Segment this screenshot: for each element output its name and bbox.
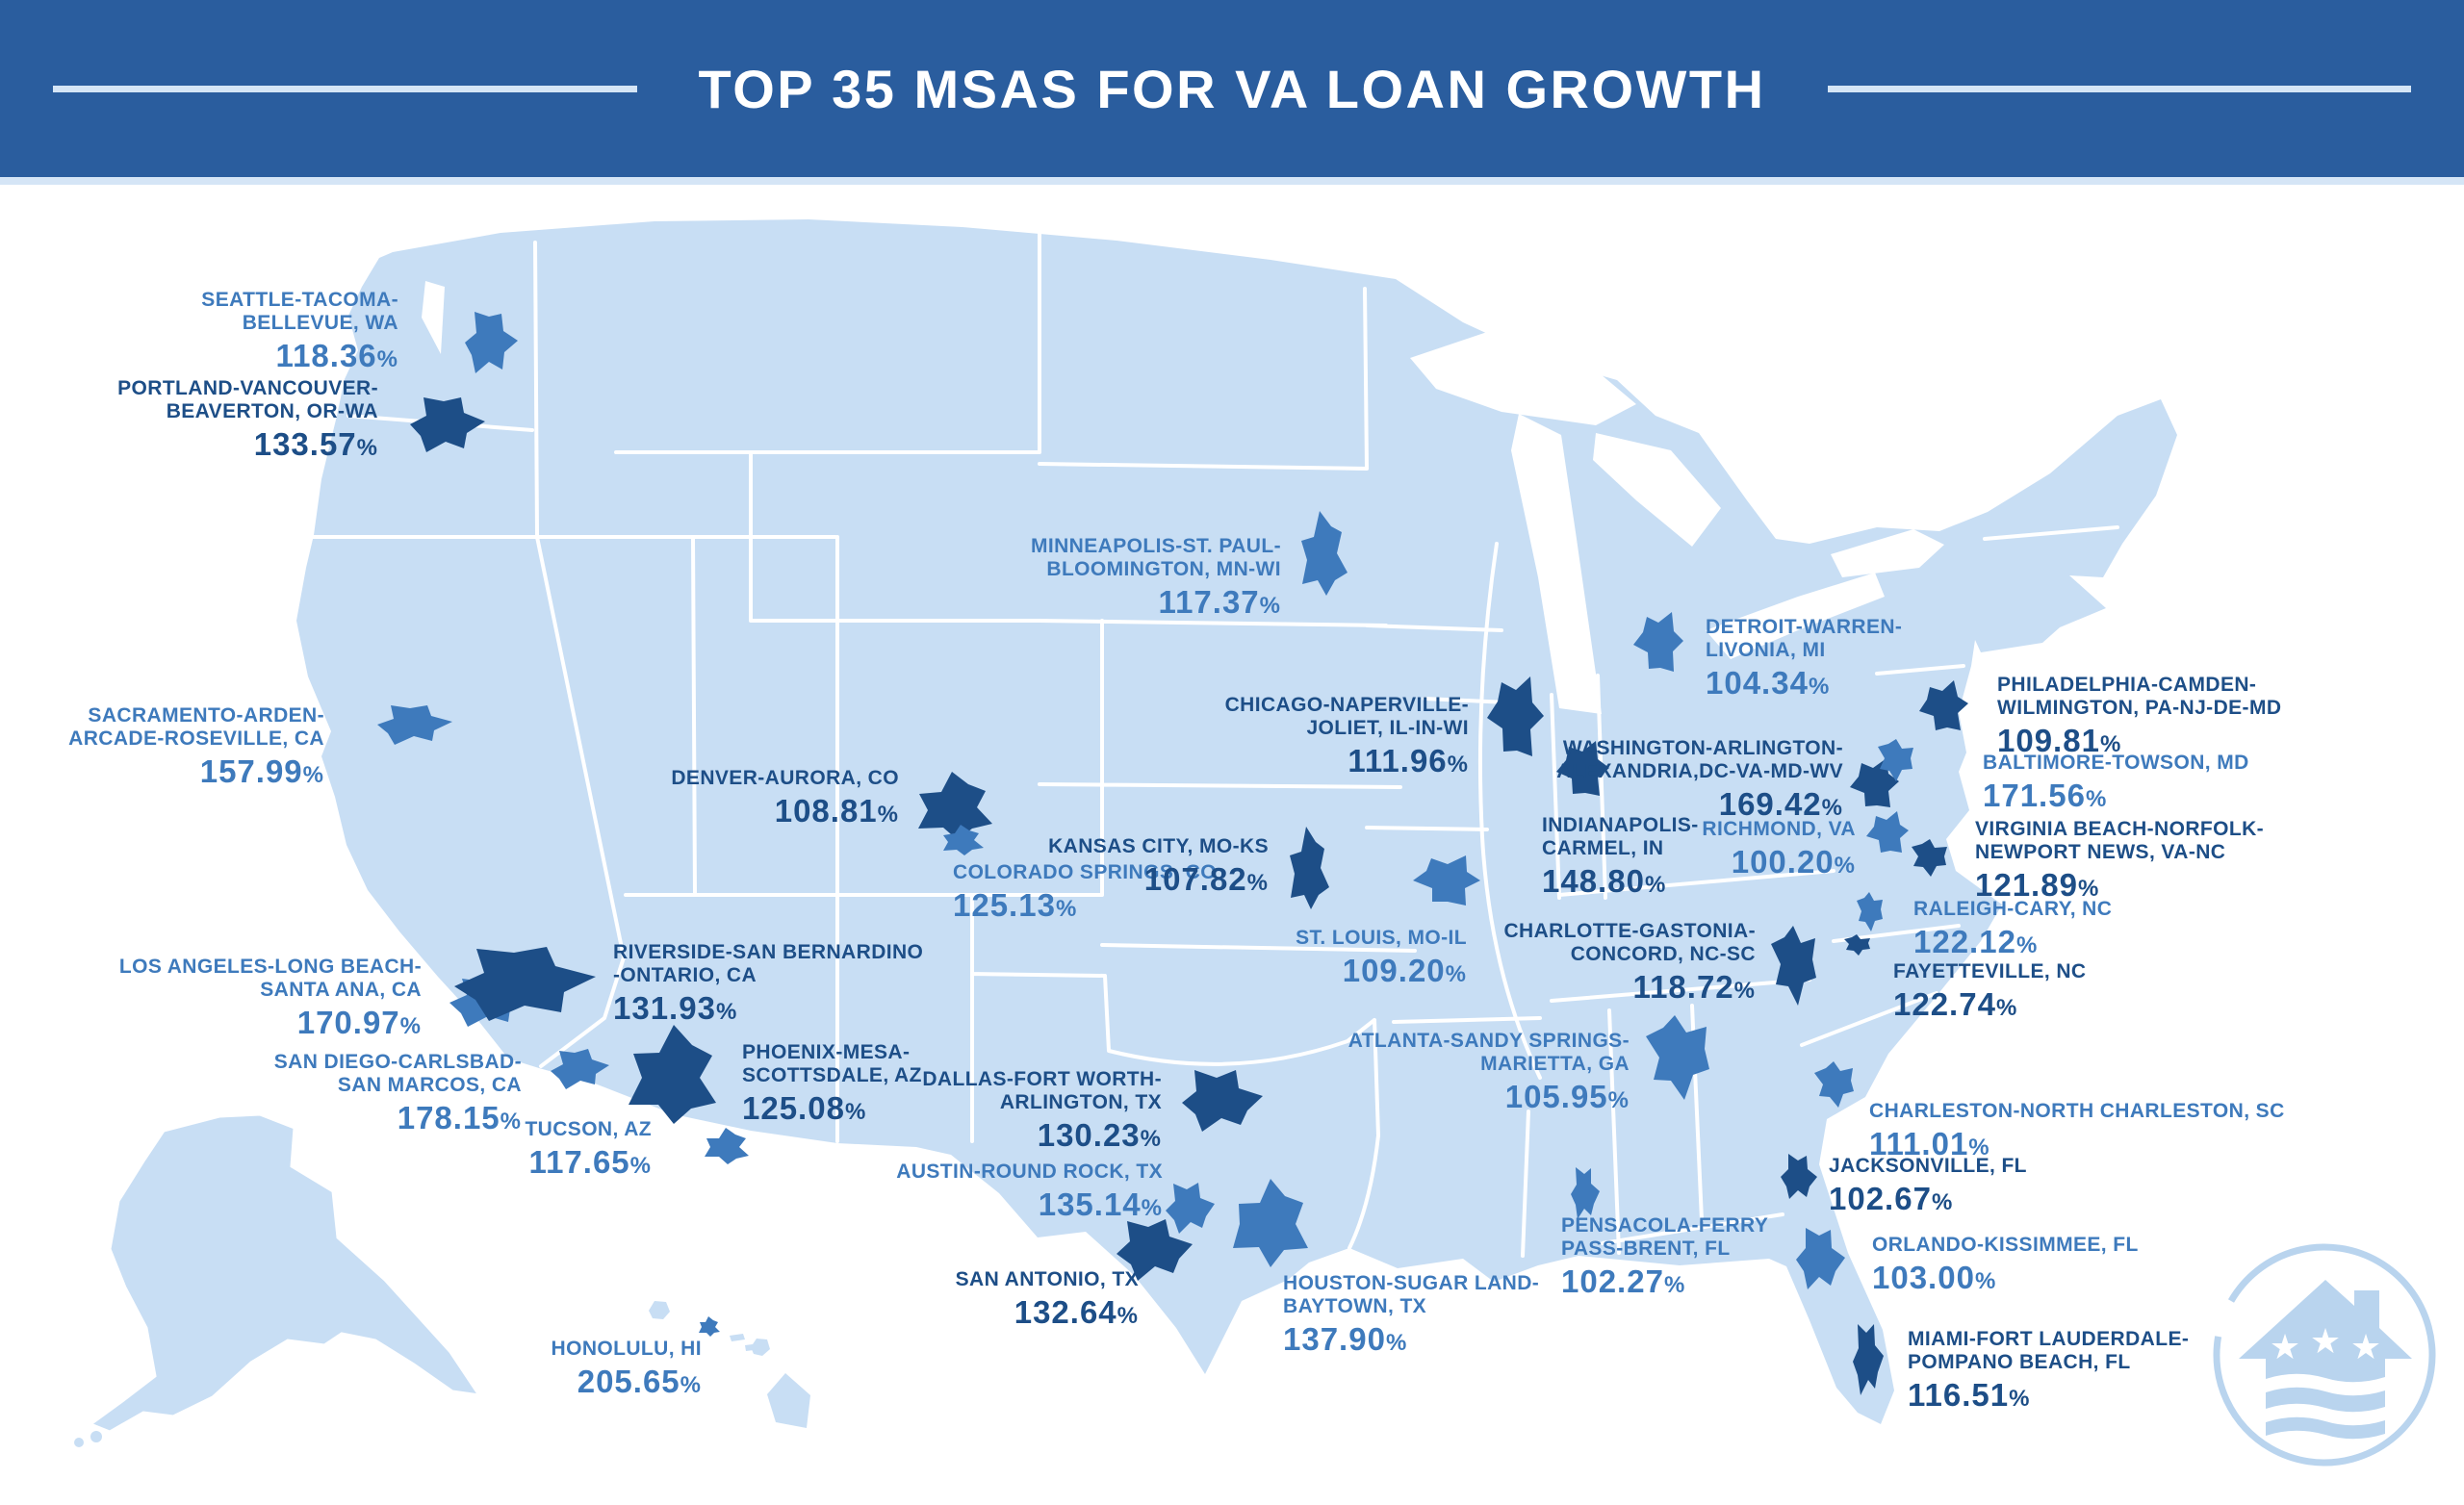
- msa-shape-charlotte: [1771, 926, 1816, 1006]
- title-divider-right: [1827, 85, 2412, 92]
- msa-shape-jacksonville: [1781, 1154, 1817, 1199]
- msa-shape-miami: [1853, 1324, 1884, 1395]
- msa-shape-washington: [1850, 758, 1899, 807]
- logo-star-icon: ★: [2310, 1322, 2341, 1362]
- msa-shape-riverside: [454, 947, 596, 1021]
- msa-shape-colorado-springs: [943, 825, 984, 855]
- msa-shape-houston: [1233, 1179, 1308, 1267]
- puget-sound: [422, 281, 445, 354]
- msa-shape-sacramento: [377, 705, 452, 745]
- aleutian-island: [74, 1438, 84, 1447]
- msa-shape-fayetteville: [1844, 934, 1870, 956]
- msa-shape-seattle: [465, 312, 518, 373]
- logo-circle: [2213, 1243, 2436, 1467]
- msa-shape-san-diego: [551, 1049, 609, 1089]
- msa-shape-detroit: [1633, 612, 1683, 672]
- msa-shape-charleston: [1814, 1061, 1854, 1108]
- aleutian-island: [90, 1431, 102, 1442]
- msa-shape-virginia-beach: [1912, 839, 1947, 877]
- msa-shape-tucson: [705, 1128, 749, 1164]
- msa-shape-richmond: [1866, 811, 1909, 853]
- msa-shape-philadelphia: [1919, 680, 1968, 730]
- logo-flag-stripe: [2266, 1359, 2385, 1383]
- msa-shape-chicago: [1487, 676, 1544, 756]
- msa-shape-baltimore: [1878, 739, 1913, 781]
- page-title: TOP 35 MSAS FOR VA LOAN GROWTH: [698, 58, 1766, 119]
- logo-flag-stripe: [2266, 1416, 2385, 1440]
- logo-star-icon: ★: [2270, 1328, 2300, 1367]
- msa-shape-dallas: [1182, 1070, 1263, 1132]
- msa-shape-phoenix: [629, 1025, 716, 1124]
- msa-shape-st-louis: [1413, 855, 1480, 906]
- great-lakes: [422, 281, 1944, 714]
- va-house-flag-logo: ★ ★ ★: [2213, 1243, 2436, 1467]
- msa-shape-honolulu: [699, 1316, 720, 1337]
- header-bar: TOP 35 MSAS FOR VA LOAN GROWTH: [0, 0, 2464, 185]
- msa-shape-pensacola: [1571, 1167, 1600, 1219]
- logo-star-icon: ★: [2350, 1328, 2381, 1367]
- hawaii-islands: [649, 1301, 810, 1428]
- alaska: [87, 1112, 483, 1434]
- msa-shape-portland: [410, 397, 485, 452]
- msa-shape-orlando: [1796, 1228, 1845, 1289]
- msa-shape-raleigh: [1857, 892, 1883, 931]
- msa-shape-austin: [1166, 1183, 1215, 1234]
- msa-shape-denver: [918, 772, 992, 840]
- msa-shape-san-antonio: [1116, 1219, 1193, 1281]
- logo-flag-stripe: [2266, 1387, 2385, 1413]
- msa-shape-atlanta: [1646, 1015, 1709, 1100]
- msa-shape-minneapolis: [1301, 511, 1348, 596]
- msa-shapes: [377, 312, 1968, 1395]
- logo-house-roof: [2239, 1280, 2412, 1359]
- msa-shape-kansas-city: [1290, 827, 1329, 909]
- title-divider-left: [53, 85, 637, 92]
- msa-shape-indianapolis: [1556, 741, 1609, 796]
